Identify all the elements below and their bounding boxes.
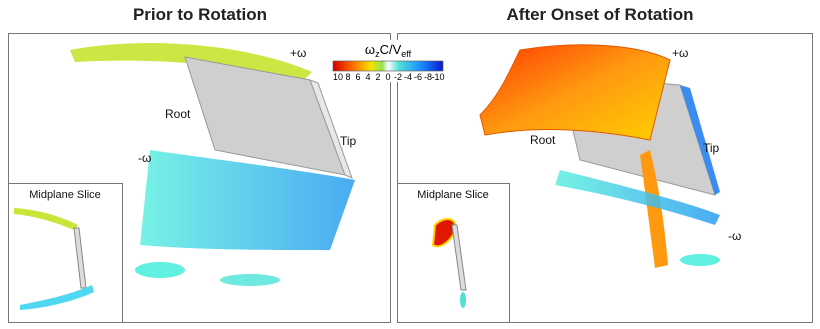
title-part: eff <box>401 49 411 59</box>
label: +ω <box>672 46 688 60</box>
vortex-blob <box>680 254 720 266</box>
label: Root <box>165 107 191 121</box>
colorbar-tick-label: 10 <box>333 72 343 82</box>
left-panel: Prior to Rotation +ω Root Tip -ω Midplan… <box>8 5 391 323</box>
inset-title: Midplane Slice <box>417 189 489 201</box>
panel-title: Prior to Rotation <box>133 5 267 24</box>
vortex-sheet <box>140 150 355 250</box>
title-part: C/V <box>380 42 402 57</box>
vortex-sheet <box>555 170 720 225</box>
label: Tip <box>703 141 720 155</box>
slice-vortex <box>14 208 78 230</box>
colorbar-tick-label: -4 <box>404 72 412 82</box>
colorbar-tick-label: 4 <box>365 72 370 82</box>
panel-title: After Onset of Rotation <box>507 5 694 24</box>
title-part: z <box>375 49 380 59</box>
inset-title: Midplane Slice <box>29 189 101 201</box>
vortex-sheet <box>70 43 312 84</box>
colorbar-tick-label: -10 <box>431 72 444 82</box>
slice-wing <box>451 224 467 291</box>
vortex-blob <box>135 262 185 278</box>
vortex-sheet <box>680 85 720 195</box>
colorbar-tick-label: 8 <box>345 72 350 82</box>
title-part: ω <box>365 42 375 57</box>
colorbar-title: ωzC/Veff <box>365 42 412 59</box>
colorbar-bar <box>332 60 444 72</box>
slice-vortex <box>20 285 94 310</box>
vortex-blob <box>220 274 280 286</box>
label: -ω <box>138 151 151 165</box>
colorbar-tick-label: -6 <box>414 72 422 82</box>
inset-frame <box>397 183 510 323</box>
colorbar-tick-label: -2 <box>394 72 402 82</box>
colorbar-tick-label: 6 <box>355 72 360 82</box>
vortex-sheet <box>479 44 671 141</box>
colorbar: ωzC/Veff 10 8 6 4 2 0 -2 -4 -6 -8 -10 <box>332 42 445 82</box>
colorbar-tick-label: 2 <box>375 72 380 82</box>
label: -ω <box>728 229 741 243</box>
label: Tip <box>340 134 357 148</box>
wing-edge <box>309 79 353 179</box>
label: +ω <box>290 46 306 60</box>
colorbar-tick-label: 0 <box>385 72 390 82</box>
right-panel: After Onset of Rotation +ω Root Tip -ω M… <box>330 5 813 323</box>
vortex-blob <box>640 150 668 268</box>
slice-vortex <box>460 292 466 308</box>
colorbar-tick-label: -8 <box>424 72 432 82</box>
label: Root <box>530 133 556 147</box>
